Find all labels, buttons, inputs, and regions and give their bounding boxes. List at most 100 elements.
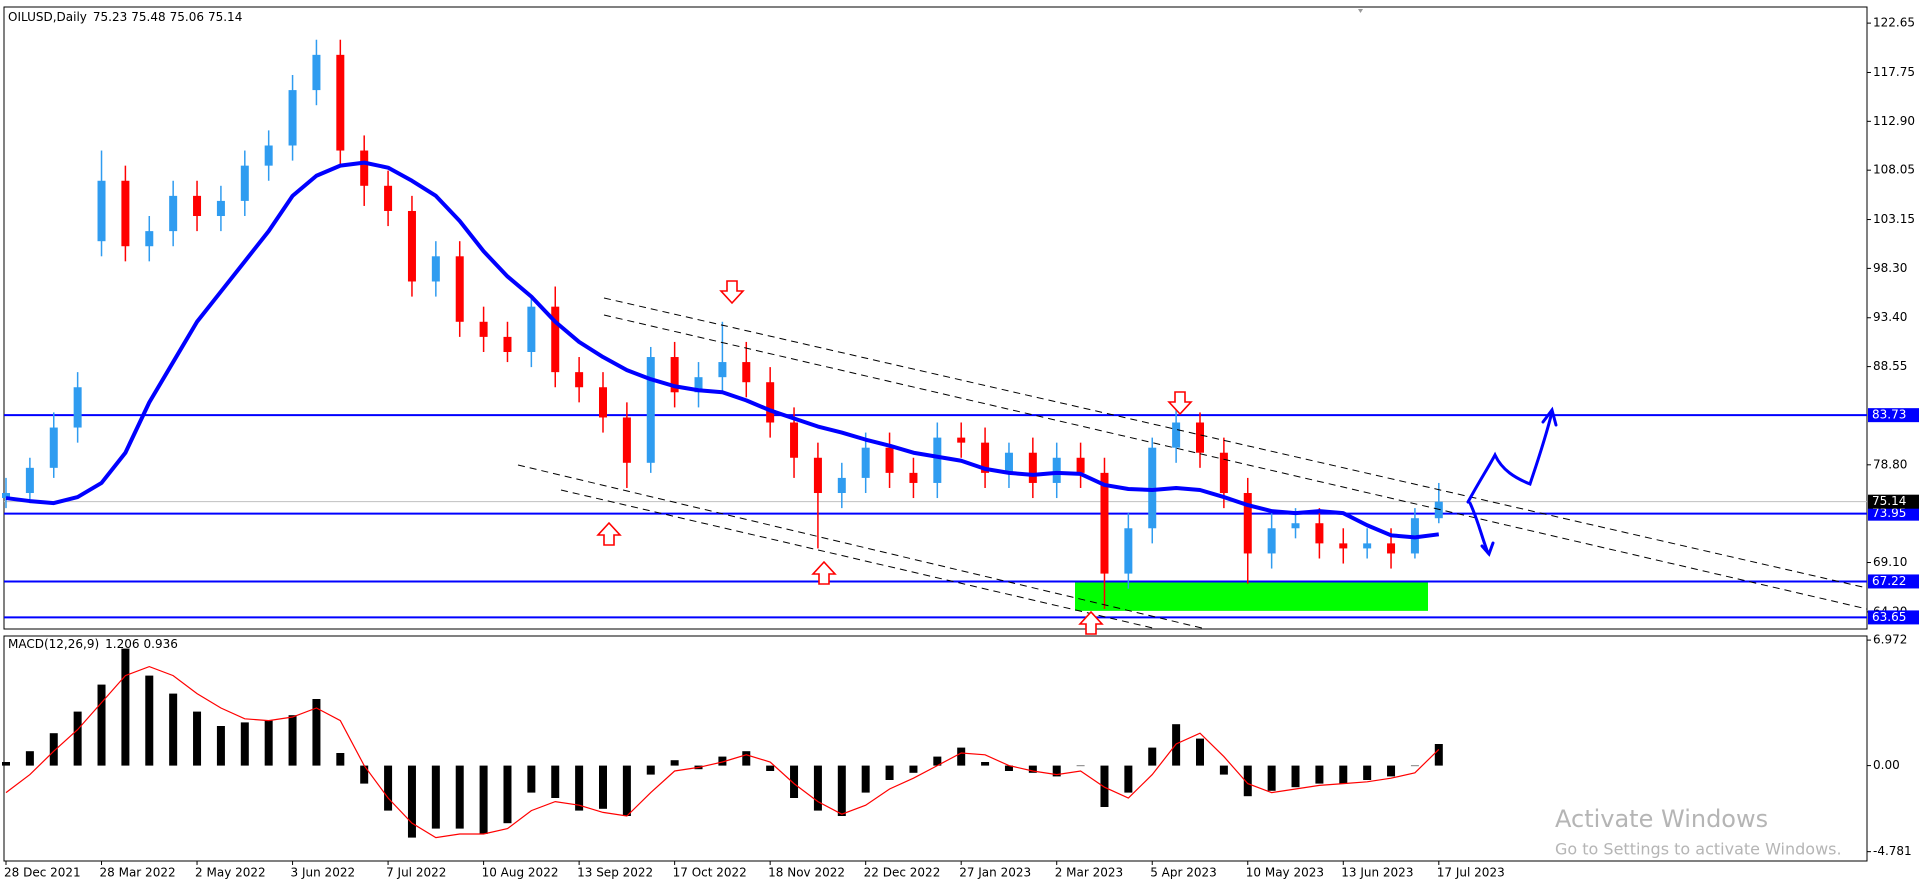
zone-layer [1075,581,1428,611]
candle-body [384,185,393,211]
watermark-title: Activate Windows [1555,805,1768,833]
x-tick-label: 7 Jul 2022 [386,866,446,880]
y-tick-label: -4.781 [1873,844,1912,858]
macd-value: 1.206 [105,637,139,651]
macd-bar [1100,765,1109,807]
candle-body [933,437,942,483]
candle-body [575,372,584,388]
x-tick-label: 22 Dec 2022 [864,866,941,880]
candle-body [503,336,512,352]
x-tick-label: 2 May 2022 [195,866,266,880]
candle-body [336,54,345,151]
projection-up [1466,410,1554,504]
down-arrow [719,280,745,305]
y-tick-label: 98.30 [1873,261,1907,275]
macd-bar [1315,765,1324,784]
candle-body [407,210,416,282]
x-tick-label: 10 May 2023 [1246,866,1324,880]
candle-body [551,306,560,373]
y-tick-label: 117.75 [1873,65,1915,79]
candle-body [97,180,106,242]
level-label-box [1868,610,1919,625]
macd-bar [1076,765,1085,767]
macd-bar [145,675,154,766]
candle-body [599,387,607,418]
candle-body [431,256,440,282]
macd-bar [73,711,82,766]
y-tick-label: 112.90 [1873,114,1915,128]
up-arrow [811,560,837,585]
candle-body [1100,472,1109,574]
candle-body [622,417,631,463]
watermark-subtitle: Go to Settings to activate Windows. [1555,840,1842,859]
macd-bar [121,648,130,766]
candle-body [1148,447,1157,529]
macd-bar [455,765,464,829]
candle-body [479,321,488,337]
macd-bar [49,733,58,766]
macd-bar [599,765,607,809]
macd-bar [933,756,942,766]
macd-bar [837,765,846,816]
macd-bar [981,762,990,766]
candle-body [360,150,369,186]
macd-bar [885,765,894,780]
x-tick-label: 17 Oct 2022 [673,866,747,880]
macd-bar [1148,747,1157,766]
support-zone [1075,581,1428,611]
macd-bar [240,722,249,766]
candle-body [216,200,225,217]
candle-body [766,382,775,423]
level-label: 63.65 [1872,610,1906,624]
macd-bar [813,765,822,811]
macd-bar [1434,744,1443,766]
candle-body [49,427,58,468]
last-price-label: 75.14 [1872,494,1906,508]
macd-bar [551,765,560,798]
macd-bar [336,753,345,766]
candle-body [957,437,966,443]
candle-body [73,387,82,428]
candle-body [169,195,178,232]
channel-line [603,314,1868,610]
macd-bar [622,765,631,816]
candle-body [1267,528,1276,554]
macd-bar [1387,765,1396,777]
macd-bar [1410,765,1419,767]
price-header: OILUSD,Daily 75.23 75.48 75.06 75.14 [8,10,242,24]
macd-bar [1052,765,1061,777]
macd-bar [1004,765,1013,771]
y-tick-label: 69.10 [1873,555,1907,569]
candle-body [527,306,536,352]
y-tick-label: 6.972 [1873,633,1907,647]
candle-body [670,357,679,393]
candle-body [694,377,703,393]
y-tick-label: 0.00 [1873,758,1900,772]
candle-body [742,362,751,383]
macd-bar [1291,765,1300,788]
y-tick-label: 122.65 [1873,16,1915,30]
macd-bar [861,765,870,793]
macd-bar [312,699,321,766]
low-value: 75.06 [170,10,204,24]
y-tick-label: 88.55 [1873,359,1907,373]
candle-body [312,54,321,91]
y-tick-label: 108.05 [1873,163,1915,177]
y-tick-label: 78.80 [1873,457,1907,471]
x-tick-label: 2 Mar 2023 [1055,866,1123,880]
channel-line [560,489,1158,630]
x-tick-label: 13 Jun 2023 [1341,866,1413,880]
candle-body [1219,452,1228,494]
last-price-box [1868,494,1919,509]
candle-body [25,467,34,494]
macd-bar [2,762,10,766]
candle-body [646,357,655,463]
level-label-box [1868,408,1919,423]
macd-bar [360,765,369,784]
candle-body [1434,501,1443,519]
candle-body [2,493,10,499]
candle-body [1291,523,1300,529]
candle-body [1387,543,1396,554]
channel-line [517,464,1207,630]
